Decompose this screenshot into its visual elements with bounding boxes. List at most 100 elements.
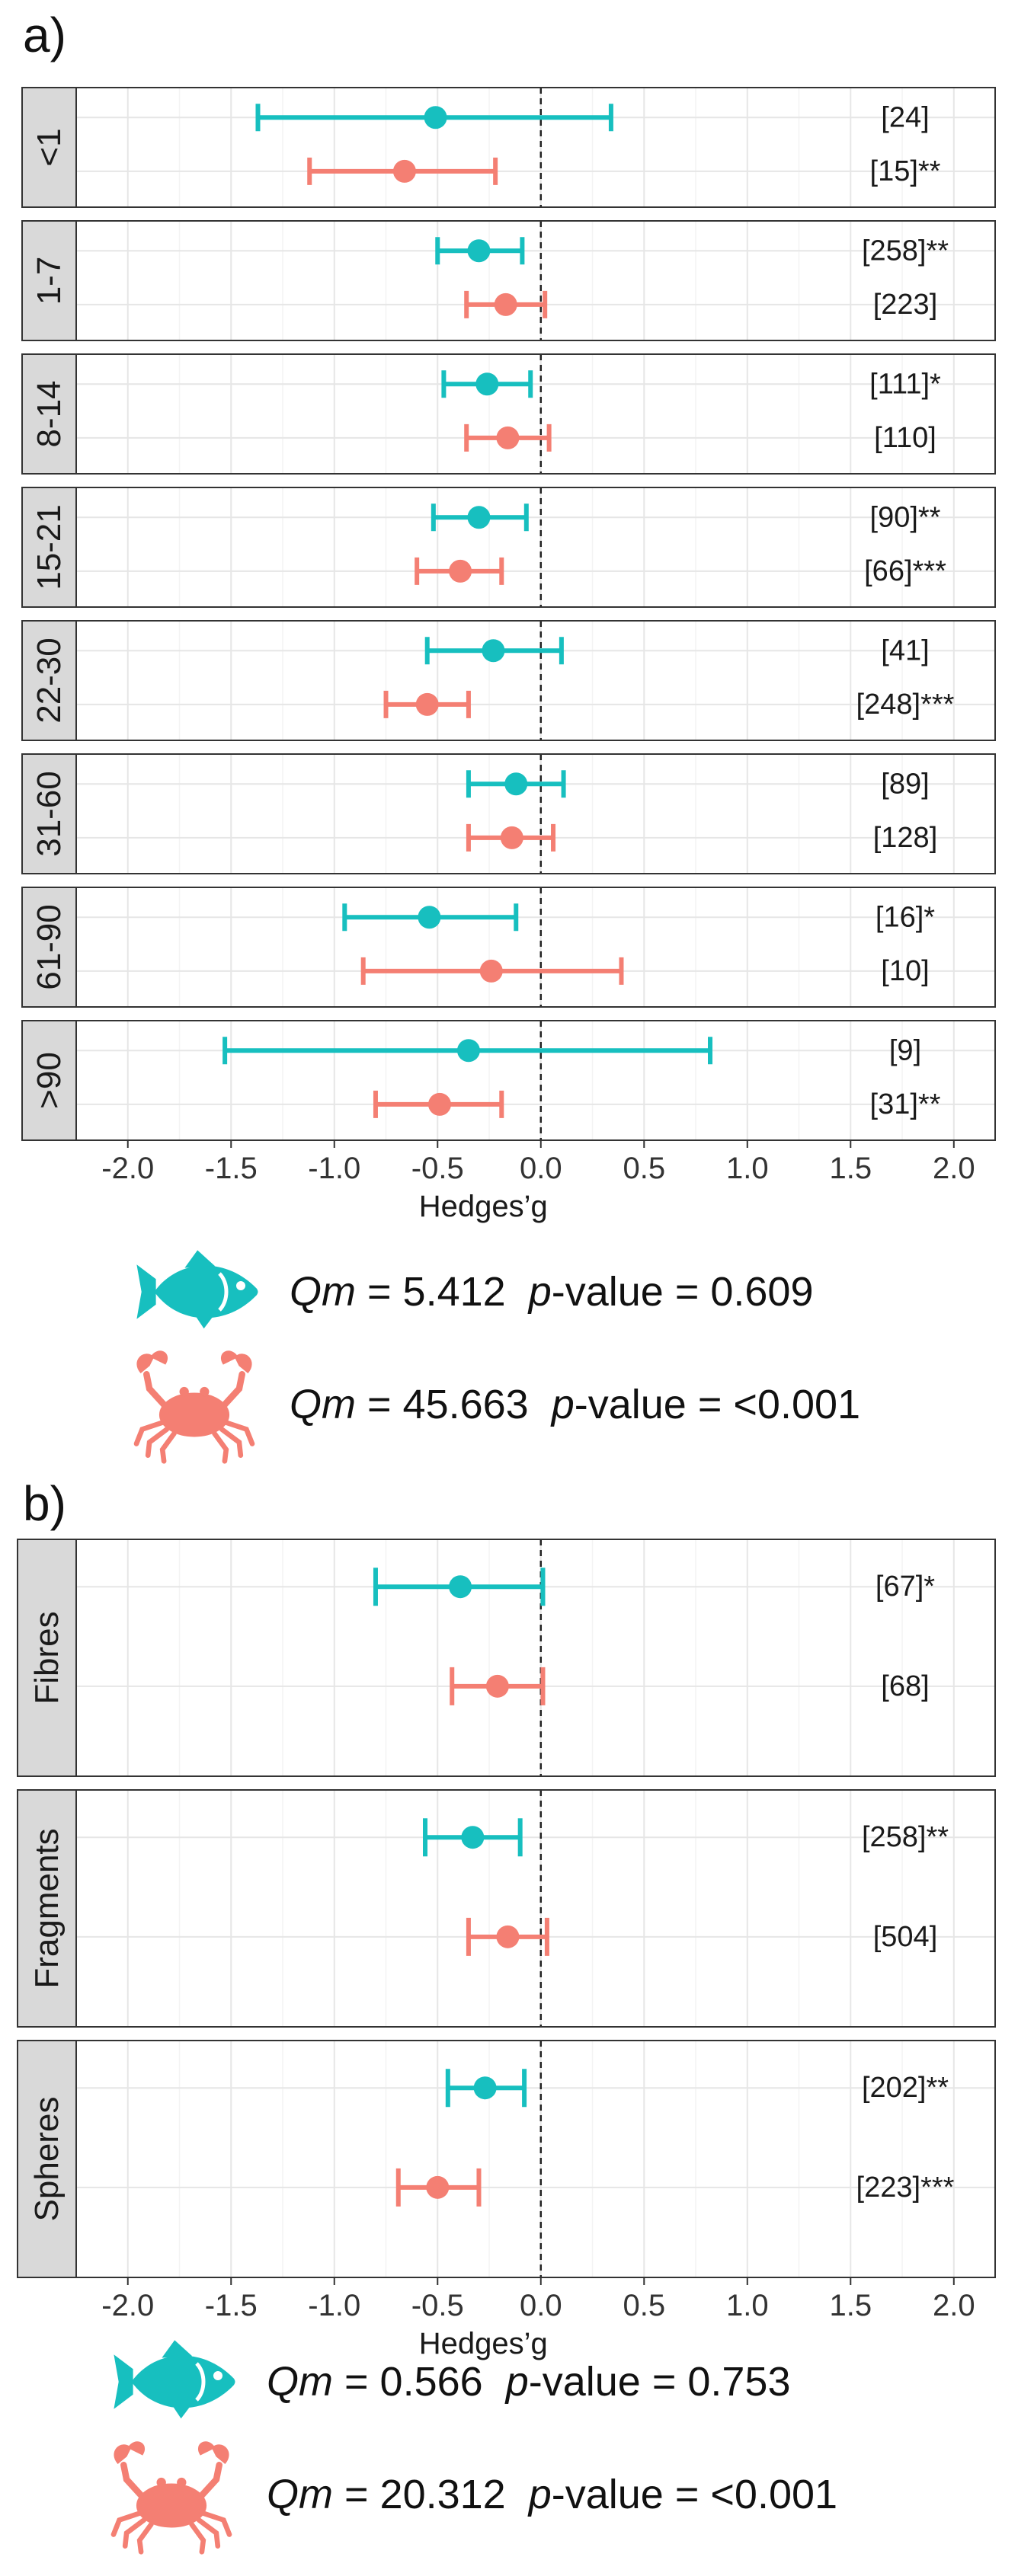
point-estimate-fish: [475, 372, 499, 396]
facet-label: Spheres: [28, 2097, 66, 2222]
point-estimate-fish: [461, 1826, 485, 1849]
facet-panel-border: [75, 487, 996, 608]
facet-strip: [21, 220, 77, 341]
facet-label: >90: [30, 1052, 68, 1109]
sample-count-label: [24]: [881, 101, 929, 133]
x-axis-title: Hedges’g: [419, 2327, 548, 2360]
x-tick-label: -2.0: [101, 1152, 154, 1185]
chart-panel-a: <1 [24] [15]** 1-7 [258]** [223] 8-14 [111]* [11…: [21, 87, 996, 1223]
facet-panel-border: [75, 620, 996, 741]
fish-gill-icon: [218, 1272, 229, 1312]
facet-strip: [17, 1539, 77, 1777]
facet-panel-border: [75, 220, 996, 341]
facet-label: 15-21: [30, 504, 68, 590]
facet-panel-border: [75, 887, 996, 1008]
facet-panel-border: [75, 1539, 996, 1777]
facet-label: Fibres: [28, 1611, 66, 1704]
stat-row-b-fish: Qm = 0.566 p-value = 0.753: [114, 2340, 790, 2419]
facet-strip: [21, 887, 77, 1008]
facet-label: 8-14: [30, 380, 68, 447]
sample-count-label: [66]***: [864, 555, 946, 587]
x-tick-label: 1.0: [726, 1152, 769, 1185]
point-estimate-crab: [415, 692, 439, 716]
stat-row-a-crab: Qm = 45.663 p-value = <0.001: [136, 1351, 860, 1461]
facet-label: 22-30: [30, 638, 68, 724]
point-estimate-crab: [427, 1092, 451, 1116]
sample-count-label: [258]**: [862, 235, 949, 267]
x-tick-label: 2.0: [933, 1152, 975, 1185]
facet-panel-border: [75, 2040, 996, 2278]
sample-count-label: [68]: [881, 1670, 929, 1702]
x-tick-label: 0.0: [520, 1152, 562, 1185]
point-estimate-crab: [500, 826, 523, 849]
facet-panel-border: [75, 1789, 996, 2028]
stat-text: Qm = 0.566 p-value = 0.753: [267, 2359, 790, 2405]
sample-count-label: [110]: [874, 422, 936, 454]
panel-b-label: b): [23, 1476, 66, 1531]
x-axis-title: Hedges’g: [419, 1190, 548, 1223]
point-estimate-fish: [467, 239, 491, 263]
point-estimate-crab: [392, 159, 416, 183]
facet-label: 31-60: [30, 771, 68, 857]
sample-count-label: [16]*: [876, 901, 935, 933]
x-tick-label: 0.5: [623, 1152, 665, 1185]
fish-eye-icon: [213, 2371, 222, 2380]
point-estimate-crab: [496, 1925, 520, 1948]
point-estimate-fish: [467, 506, 491, 529]
stat-row-b-crab: Qm = 20.312 p-value = <0.001: [114, 2442, 837, 2552]
facet-panel-border: [75, 1020, 996, 1141]
sample-count-label: [202]**: [862, 2072, 949, 2104]
chart-panel-b: Fibres [67]* [68] Fragments [258]** [504] Sphe…: [17, 1539, 996, 2360]
sample-count-label: [10]: [881, 955, 929, 987]
crab-icon: [136, 1351, 252, 1461]
sample-count-label: [90]**: [870, 501, 941, 533]
facet-strip: [21, 620, 77, 741]
x-tick-label: -2.0: [101, 2289, 154, 2322]
x-tick-label: -1.5: [205, 1152, 258, 1185]
facet-label: 61-90: [30, 904, 68, 990]
facet-strip: [21, 1020, 77, 1141]
facet-label: Fragments: [28, 1828, 66, 1988]
point-estimate-crab: [426, 2175, 450, 2199]
sample-count-label: [41]: [881, 634, 929, 666]
sample-count-label: [258]**: [862, 1821, 949, 1853]
sample-count-label: [111]*: [869, 368, 941, 400]
point-estimate-crab: [496, 426, 520, 449]
x-tick-label: 1.0: [726, 2289, 769, 2322]
point-estimate-fish: [449, 1575, 472, 1599]
x-tick-label: -0.5: [411, 2289, 464, 2322]
x-tick-label: 0.0: [520, 2289, 562, 2322]
point-estimate-fish: [424, 106, 447, 129]
point-estimate-fish: [504, 772, 528, 796]
facet-strip: [21, 353, 77, 475]
x-tick-label: 0.5: [623, 2289, 665, 2322]
sample-count-label: [9]: [889, 1034, 921, 1066]
fish-gill-icon: [195, 2362, 206, 2402]
x-tick-label: 1.5: [829, 2289, 872, 2322]
stat-text: Qm = 20.312 p-value = <0.001: [267, 2472, 837, 2517]
x-tick-label: -1.0: [308, 1152, 360, 1185]
stat-row-a-fish: Qm = 5.412 p-value = 0.609: [136, 1250, 813, 1329]
x-tick-label: -1.5: [205, 2289, 258, 2322]
facet-panel-border: [75, 87, 996, 208]
sample-count-label: [67]*: [876, 1571, 935, 1603]
x-tick-label: -1.0: [308, 2289, 360, 2322]
sample-count-label: [15]**: [870, 155, 941, 187]
point-estimate-crab: [479, 959, 503, 983]
stat-text: Qm = 5.412 p-value = 0.609: [290, 1269, 813, 1315]
point-estimate-fish: [482, 639, 505, 663]
sample-count-label: [248]***: [856, 689, 955, 721]
facet-label: <1: [30, 128, 68, 166]
fish-eye-icon: [236, 1281, 245, 1290]
crab-icon: [114, 2442, 229, 2552]
sample-count-label: [31]**: [870, 1088, 941, 1120]
facet-strip: [21, 753, 77, 874]
facet-panel-border: [75, 753, 996, 874]
sample-count-label: [223]***: [856, 2172, 955, 2204]
x-tick-label: 2.0: [933, 2289, 975, 2322]
point-estimate-crab: [494, 292, 517, 316]
sample-count-label: [504]: [873, 1921, 938, 1953]
panel-a-label: a): [23, 8, 66, 62]
point-estimate-crab: [449, 559, 472, 583]
